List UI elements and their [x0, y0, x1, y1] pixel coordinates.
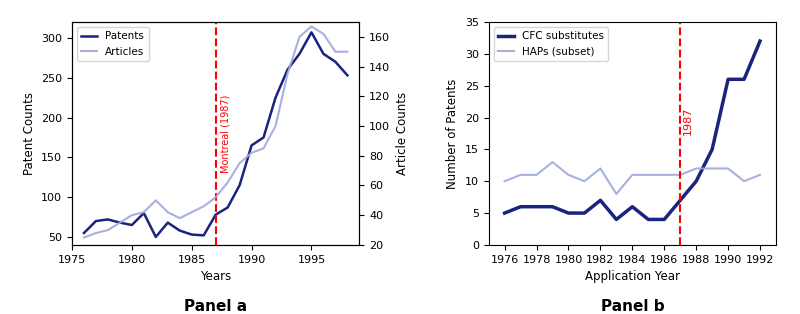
Patents — [103, 218, 113, 221]
Articles — [139, 210, 149, 214]
Legend: Patents, Articles: Patents, Articles — [78, 27, 149, 61]
Patents — [163, 221, 173, 225]
Legend: CFC substitutes, HAPs (subset): CFC substitutes, HAPs (subset) — [494, 27, 608, 61]
CFC substitutes — [691, 179, 701, 183]
Patents — [342, 73, 352, 77]
Articles — [330, 50, 340, 54]
Patents — [235, 183, 245, 187]
Patents — [258, 136, 268, 139]
CFC substitutes — [595, 198, 605, 202]
Patents — [127, 223, 137, 227]
CFC substitutes — [675, 198, 685, 202]
CFC substitutes — [611, 218, 621, 221]
Articles — [103, 228, 113, 232]
HAPs (subset) — [675, 173, 685, 177]
HAPs (subset) — [564, 173, 574, 177]
Articles — [187, 210, 197, 214]
HAPs (subset) — [723, 167, 733, 171]
Articles — [342, 50, 352, 54]
Articles — [199, 204, 209, 208]
Patents — [199, 234, 209, 237]
Articles — [127, 213, 137, 217]
CFC substitutes — [532, 205, 542, 208]
CFC substitutes — [564, 211, 574, 215]
CFC substitutes — [755, 39, 765, 43]
Patents — [270, 96, 280, 100]
HAPs (subset) — [739, 179, 749, 183]
Articles — [79, 236, 89, 239]
Patents — [223, 206, 233, 209]
Patents — [246, 143, 256, 147]
HAPs (subset) — [659, 173, 669, 177]
Patents — [151, 235, 161, 239]
Line: Patents: Patents — [84, 32, 347, 237]
Articles — [163, 210, 173, 214]
HAPs (subset) — [627, 173, 637, 177]
Patents — [187, 233, 197, 236]
Articles — [294, 35, 304, 39]
Patents — [318, 52, 328, 56]
Y-axis label: Patent Counts: Patent Counts — [22, 92, 35, 175]
HAPs (subset) — [707, 167, 717, 171]
X-axis label: Application Year: Application Year — [585, 270, 680, 283]
Articles — [151, 198, 161, 202]
Articles — [318, 32, 328, 36]
HAPs (subset) — [580, 179, 590, 183]
Articles — [223, 181, 233, 184]
CFC substitutes — [659, 218, 669, 221]
Articles — [211, 196, 221, 199]
Patents — [282, 68, 292, 72]
Patents — [211, 213, 221, 217]
Text: Montreal (1987): Montreal (1987) — [221, 94, 230, 173]
HAPs (subset) — [532, 173, 542, 177]
Line: Articles: Articles — [84, 26, 347, 237]
HAPs (subset) — [611, 192, 621, 196]
Articles — [246, 151, 256, 155]
Articles — [235, 161, 245, 165]
Patents — [294, 52, 304, 56]
CFC substitutes — [548, 205, 558, 208]
Patents — [330, 60, 340, 64]
Articles — [258, 146, 268, 150]
X-axis label: Years: Years — [200, 270, 231, 283]
Patents — [115, 221, 125, 225]
Patents — [79, 231, 89, 235]
Articles — [175, 216, 185, 220]
Patents — [91, 219, 101, 223]
Title: Panel b: Panel b — [601, 299, 664, 314]
HAPs (subset) — [755, 173, 765, 177]
CFC substitutes — [627, 205, 637, 208]
CFC substitutes — [516, 205, 526, 208]
HAPs (subset) — [516, 173, 526, 177]
CFC substitutes — [643, 218, 653, 221]
Text: 1987: 1987 — [682, 106, 693, 135]
CFC substitutes — [723, 78, 733, 81]
HAPs (subset) — [548, 160, 558, 164]
Articles — [115, 221, 125, 225]
Y-axis label: Article Counts: Article Counts — [396, 92, 409, 175]
Articles — [91, 231, 101, 235]
Patents — [175, 229, 185, 232]
CFC substitutes — [739, 78, 749, 81]
Line: CFC substitutes: CFC substitutes — [505, 41, 760, 219]
Line: HAPs (subset): HAPs (subset) — [505, 162, 760, 194]
Articles — [270, 124, 280, 128]
Y-axis label: Number of Patents: Number of Patents — [446, 78, 459, 189]
HAPs (subset) — [691, 167, 701, 171]
Articles — [282, 72, 292, 76]
CFC substitutes — [500, 211, 510, 215]
Patents — [139, 211, 149, 215]
Articles — [306, 24, 316, 28]
HAPs (subset) — [595, 167, 605, 171]
HAPs (subset) — [500, 179, 510, 183]
CFC substitutes — [580, 211, 590, 215]
Title: Panel a: Panel a — [184, 299, 247, 314]
Patents — [306, 30, 316, 34]
HAPs (subset) — [643, 173, 653, 177]
CFC substitutes — [707, 148, 717, 151]
